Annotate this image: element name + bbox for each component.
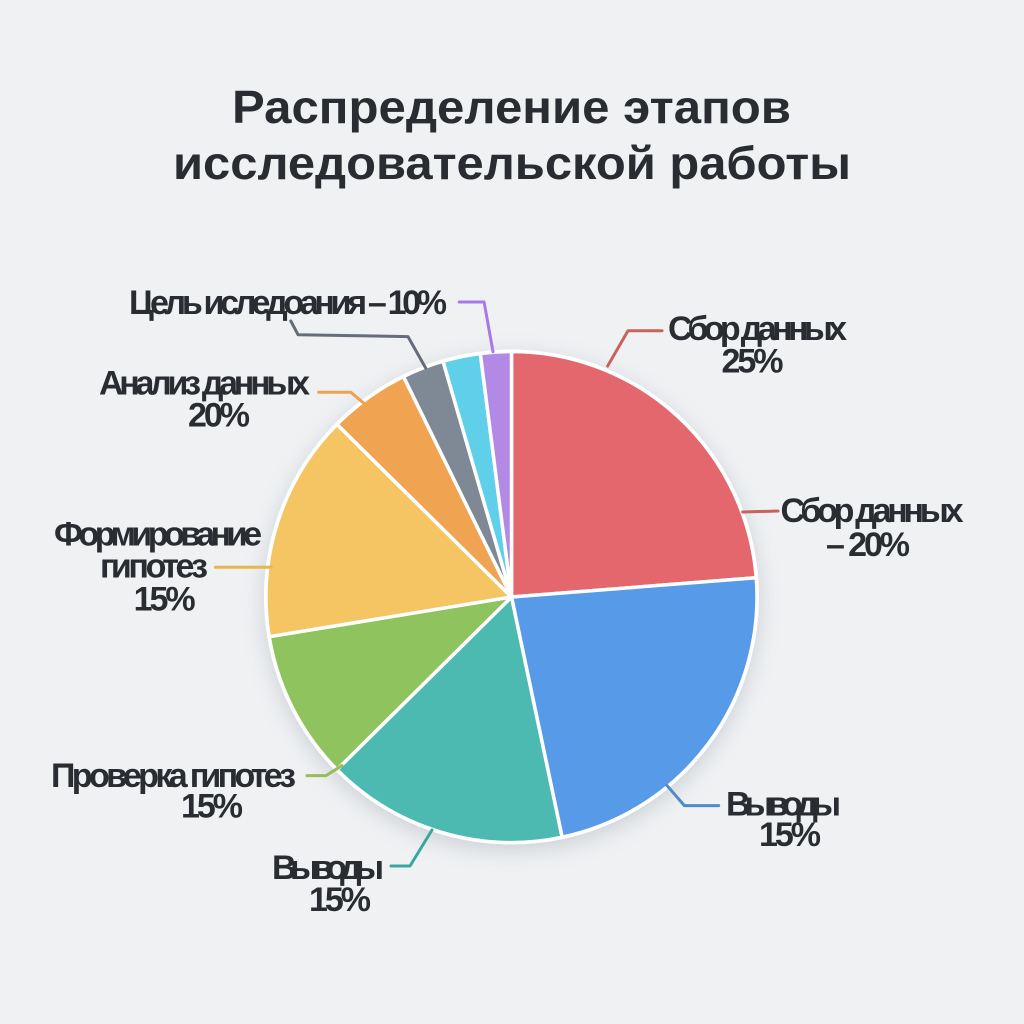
svg-text:Сбор данных: Сбор данных	[781, 492, 964, 530]
svg-text:исследовательской работы: исследовательской работы	[173, 137, 851, 189]
svg-text:20%: 20%	[188, 397, 250, 435]
svg-text:– 20%: – 20%	[826, 526, 910, 564]
svg-text:Цель иследоания – 10%: Цель иследоания – 10%	[129, 284, 447, 322]
svg-text:Распределение этапов: Распределение этапов	[232, 81, 791, 133]
svg-text:Формирование: Формирование	[54, 516, 262, 554]
svg-text:Выводы: Выводы	[726, 786, 841, 824]
svg-text:15%: 15%	[134, 580, 196, 618]
svg-text:Проверка гипотез: Проверка гипотез	[51, 757, 296, 795]
svg-text:Анализ данных: Анализ данных	[99, 364, 310, 402]
svg-text:15%: 15%	[309, 881, 371, 919]
svg-text:25%: 25%	[722, 343, 784, 381]
svg-text:гипотез: гипотез	[100, 547, 208, 585]
svg-text:15%: 15%	[181, 788, 243, 826]
svg-text:Сбор данных: Сбор данных	[668, 310, 847, 348]
svg-text:Выводы: Выводы	[272, 849, 384, 887]
svg-text:15%: 15%	[759, 816, 821, 854]
